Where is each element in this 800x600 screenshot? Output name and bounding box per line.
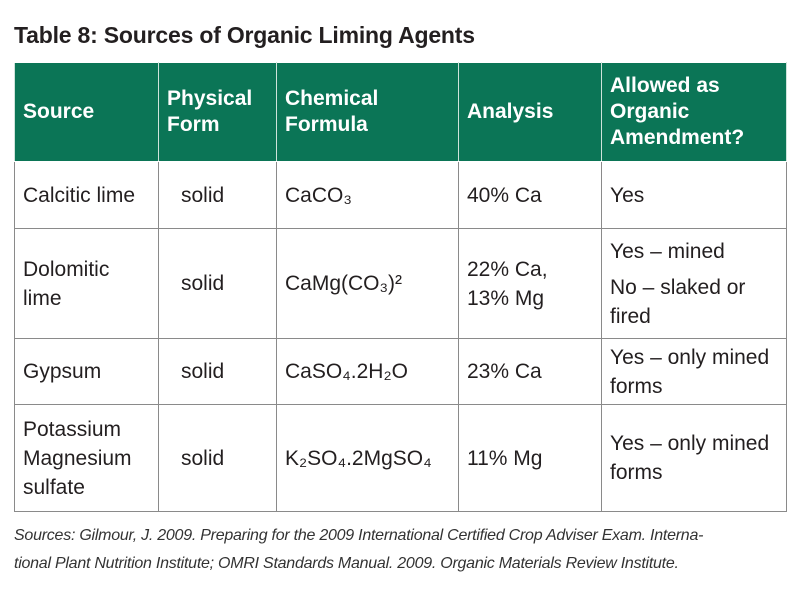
table-cell: solid [158,161,277,229]
header-cell: Allowed as Organic Amendment? [601,62,787,162]
table-cell: Gypsum [14,338,159,405]
table-cell: solid [158,338,277,405]
table-cell: Dolomitic lime [14,228,159,339]
table-title: Table 8: Sources of Organic Liming Agent… [14,22,475,48]
table-cell: CaMg(CO₃)² [276,228,459,339]
table-cell: Yes – only mined forms [601,404,787,512]
table-cell: 22% Ca, 13% Mg [458,228,602,339]
table-cell: solid [158,228,277,339]
table-cell: Yes [601,161,787,229]
table-row: Dolomitic lime solid CaMg(CO₃)² 22% Ca, 13%… [14,228,787,339]
header-row: Source Physical Form Chemical Formula Analy… [14,62,787,162]
table-cell: CaCO₃ [276,161,459,229]
header-cell: Chemical Formula [276,62,459,162]
table-cell: Yes – only mined forms [601,338,787,405]
cell-paragraph: Yes – mined [610,239,725,263]
table-row: Gypsum solid CaSO₄.2H₂O 23% Ca Yes – only mi… [14,338,787,405]
header-cell: Source [14,62,159,162]
table-cell: 11% Mg [458,404,602,512]
table: Source Physical Form Chemical Formula Analy… [14,62,787,512]
table-cell: Potassium Magnesium sulfate [14,404,159,512]
header-cell: Analysis [458,62,602,162]
cell-paragraph: No – slaked or fired [610,275,746,328]
table-cell: CaSO₄.2H₂O [276,338,459,405]
table-cell: solid [158,404,277,512]
table-cell: Yes – mined No – slaked or fired [601,228,787,339]
footnote-line: Sources: Gilmour, J. 2009. Preparing for… [14,527,704,544]
table-body: Calcitic lime solid CaCO₃ 40% Ca Yes Dolomiti… [14,161,787,512]
table-row: Calcitic lime solid CaCO₃ 40% Ca Yes [14,161,787,229]
table-cell: Calcitic lime [14,161,159,229]
table-row: Potassium Magnesium sulfate solid K₂SO₄.2M… [14,404,787,512]
table-cell: 23% Ca [458,338,602,405]
footnote-line: tional Plant Nutrition Institute; OMRI S… [14,555,679,572]
header-cell: Physical Form [158,62,277,162]
table-cell: K₂SO₄.2MgSO₄ [276,404,459,512]
table-cell: 40% Ca [458,161,602,229]
footnote: Sources: Gilmour, J. 2009. Preparing for… [14,522,794,578]
